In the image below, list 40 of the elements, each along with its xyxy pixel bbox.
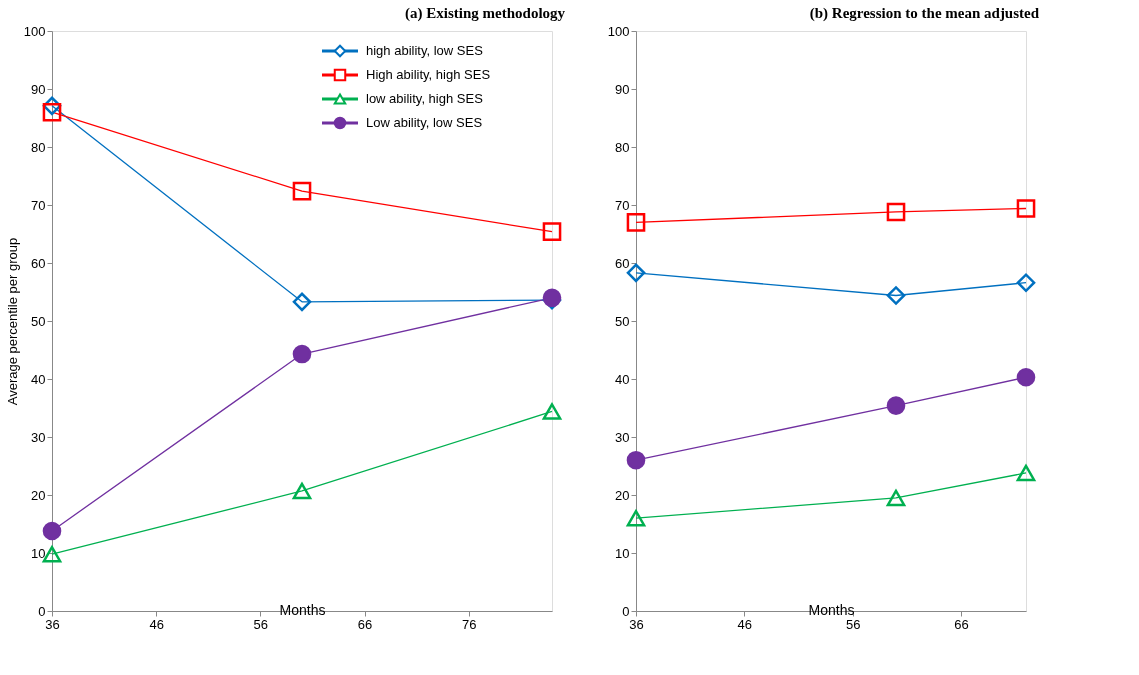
y-tick-label: 50 bbox=[615, 313, 630, 329]
y-axis-title: Average percentile per group bbox=[4, 237, 20, 406]
y-tick-label: 20 bbox=[31, 487, 46, 503]
x-axis-title: Months bbox=[808, 601, 855, 618]
y-tick-label: 100 bbox=[607, 23, 630, 39]
y-tick-label: 40 bbox=[615, 371, 630, 387]
y-tick-label: 70 bbox=[31, 197, 46, 213]
x-tick-label: 36 bbox=[45, 616, 60, 632]
x-tick-label: 56 bbox=[253, 616, 269, 632]
legend-label: Low ability, low SES bbox=[366, 115, 483, 130]
y-tick-label: 10 bbox=[615, 545, 630, 561]
y-tick-label: 0 bbox=[38, 603, 46, 619]
y-tick-label: 60 bbox=[615, 255, 630, 271]
y-tick-label: 90 bbox=[31, 81, 46, 97]
legend-label: high ability, low SES bbox=[366, 43, 484, 58]
legend-label: low ability, high SES bbox=[366, 91, 484, 106]
y-tick-label: 10 bbox=[31, 545, 46, 561]
x-tick-label: 66 bbox=[357, 616, 373, 632]
x-tick-label: 36 bbox=[629, 616, 644, 632]
y-tick-label: 50 bbox=[31, 313, 46, 329]
y-tick-label: 80 bbox=[31, 139, 46, 155]
y-tick-label: 30 bbox=[615, 429, 630, 445]
y-tick-label: 30 bbox=[31, 429, 46, 445]
x-tick-label: 46 bbox=[737, 616, 753, 632]
y-tick-label: 60 bbox=[31, 255, 46, 271]
x-tick-label: 76 bbox=[461, 616, 477, 632]
y-tick-label: 80 bbox=[615, 139, 630, 155]
y-tick-label: 0 bbox=[622, 603, 630, 619]
y-tick-label: 100 bbox=[23, 23, 46, 39]
x-tick-label: 56 bbox=[845, 616, 861, 632]
y-tick-label: 40 bbox=[31, 371, 46, 387]
x-axis-title: Months bbox=[279, 601, 326, 618]
chart-title: (b) Regression to the mean adjusted bbox=[809, 5, 1040, 22]
chart-title: (a) Existing methodology bbox=[405, 5, 566, 22]
x-tick-label: 46 bbox=[149, 616, 164, 632]
legend-label: High ability, high SES bbox=[366, 67, 491, 82]
y-tick-label: 70 bbox=[615, 197, 630, 213]
x-tick-label: 66 bbox=[954, 616, 969, 632]
y-tick-label: 20 bbox=[615, 487, 630, 503]
y-tick-label: 90 bbox=[615, 81, 630, 97]
